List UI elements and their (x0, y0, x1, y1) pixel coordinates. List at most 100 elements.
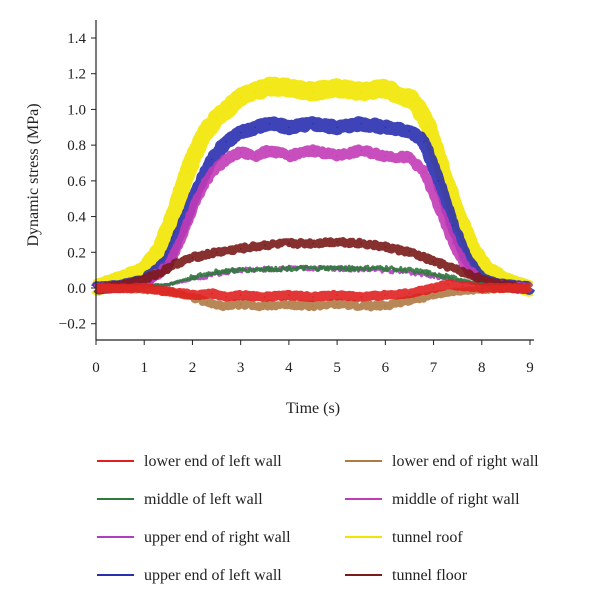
x-tick-label: 3 (237, 360, 245, 376)
data-point (408, 251, 411, 254)
data-point (182, 233, 184, 236)
data-point (167, 283, 170, 286)
legend-label: lower end of left wall (144, 453, 282, 470)
data-point (336, 294, 338, 296)
data-point (456, 212, 459, 214)
data-point (186, 171, 189, 173)
data-point (157, 251, 160, 254)
data-point (225, 296, 227, 298)
x-tick-label: 8 (478, 360, 486, 376)
data-point (384, 87, 387, 89)
data-point (254, 126, 256, 129)
data-point (239, 247, 242, 250)
data-point (432, 287, 435, 289)
data-point (312, 90, 314, 93)
data-point (143, 287, 146, 289)
data-point (360, 122, 363, 125)
x-tick-label: 5 (333, 360, 341, 376)
data-point (384, 155, 387, 157)
legend-item: lower end of right wall (345, 453, 539, 470)
data-point (336, 87, 338, 89)
data-point (360, 242, 363, 245)
data-point (408, 271, 411, 273)
y-tick-label: 1.0 (67, 102, 86, 118)
data-point (432, 294, 435, 296)
legend-item: upper end of right wall (97, 529, 291, 546)
y-axis-title: Dynamic stress (MPa) (25, 103, 42, 246)
y-tick-label: 0.0 (67, 281, 86, 297)
data-point (288, 155, 290, 157)
x-tick-label: 2 (189, 360, 197, 376)
data-point (215, 117, 218, 120)
x-tick-label: 7 (430, 360, 438, 376)
x-axis-title: Time (s) (286, 400, 340, 417)
data-point (384, 126, 387, 129)
data-point (432, 272, 435, 275)
series-layer (89, 76, 537, 312)
data-point (239, 269, 242, 271)
legend-label: upper end of right wall (144, 529, 291, 546)
data-point (143, 269, 146, 271)
legend-item: middle of right wall (345, 491, 520, 508)
data-point (399, 301, 401, 304)
data-point (485, 269, 488, 271)
data-point (312, 296, 314, 298)
series-band (92, 279, 534, 303)
data-point (206, 301, 208, 304)
data-point (456, 278, 459, 280)
data-point (408, 156, 411, 159)
data-point (336, 240, 338, 243)
data-point (413, 99, 416, 102)
data-point (268, 149, 271, 152)
x-tick-label: 0 (92, 360, 100, 376)
data-point (456, 290, 459, 293)
data-point (461, 285, 464, 288)
data-point (133, 274, 136, 277)
series-lower-end-of-left-wall (92, 279, 534, 303)
data-point (288, 126, 290, 129)
data-point (437, 206, 440, 209)
data-point (413, 297, 416, 300)
data-point (225, 140, 227, 143)
x-ticks: 0 1 2 3 4 5 6 7 8 9 (92, 340, 534, 376)
data-point (360, 296, 363, 298)
data-point (191, 256, 194, 259)
data-point (360, 90, 363, 93)
x-tick-label: 9 (526, 360, 534, 376)
data-point (172, 263, 174, 266)
data-point (336, 267, 338, 270)
legend-item: tunnel roof (345, 529, 463, 546)
data-point (399, 94, 401, 96)
data-point (456, 269, 459, 271)
data-point (191, 276, 194, 279)
legend: lower end of left wall lower end of right… (97, 453, 539, 584)
data-point (172, 215, 174, 218)
data-point (471, 247, 473, 250)
legend-item: middle of left wall (97, 491, 263, 508)
data-point (263, 305, 266, 307)
data-point (384, 246, 387, 248)
data-point (143, 278, 146, 280)
data-point (230, 105, 232, 107)
y-tick-label: 1.2 (67, 67, 86, 83)
legend-label: lower end of right wall (392, 453, 539, 470)
x-tick-label: 4 (285, 360, 293, 376)
data-point (312, 242, 314, 245)
data-point (312, 149, 314, 152)
data-point (437, 180, 440, 182)
data-point (182, 292, 184, 295)
data-point (220, 305, 223, 307)
legend-item: upper end of left wall (97, 567, 282, 584)
data-point (360, 305, 363, 307)
data-point (360, 149, 363, 152)
data-point (408, 292, 411, 295)
y-tick-label: −0.2 (59, 317, 86, 333)
data-point (384, 305, 387, 307)
data-point (210, 171, 213, 173)
legend-label: middle of right wall (392, 491, 520, 508)
data-point (336, 155, 338, 157)
data-point (215, 271, 218, 273)
data-point (263, 296, 266, 298)
data-point (268, 122, 271, 125)
